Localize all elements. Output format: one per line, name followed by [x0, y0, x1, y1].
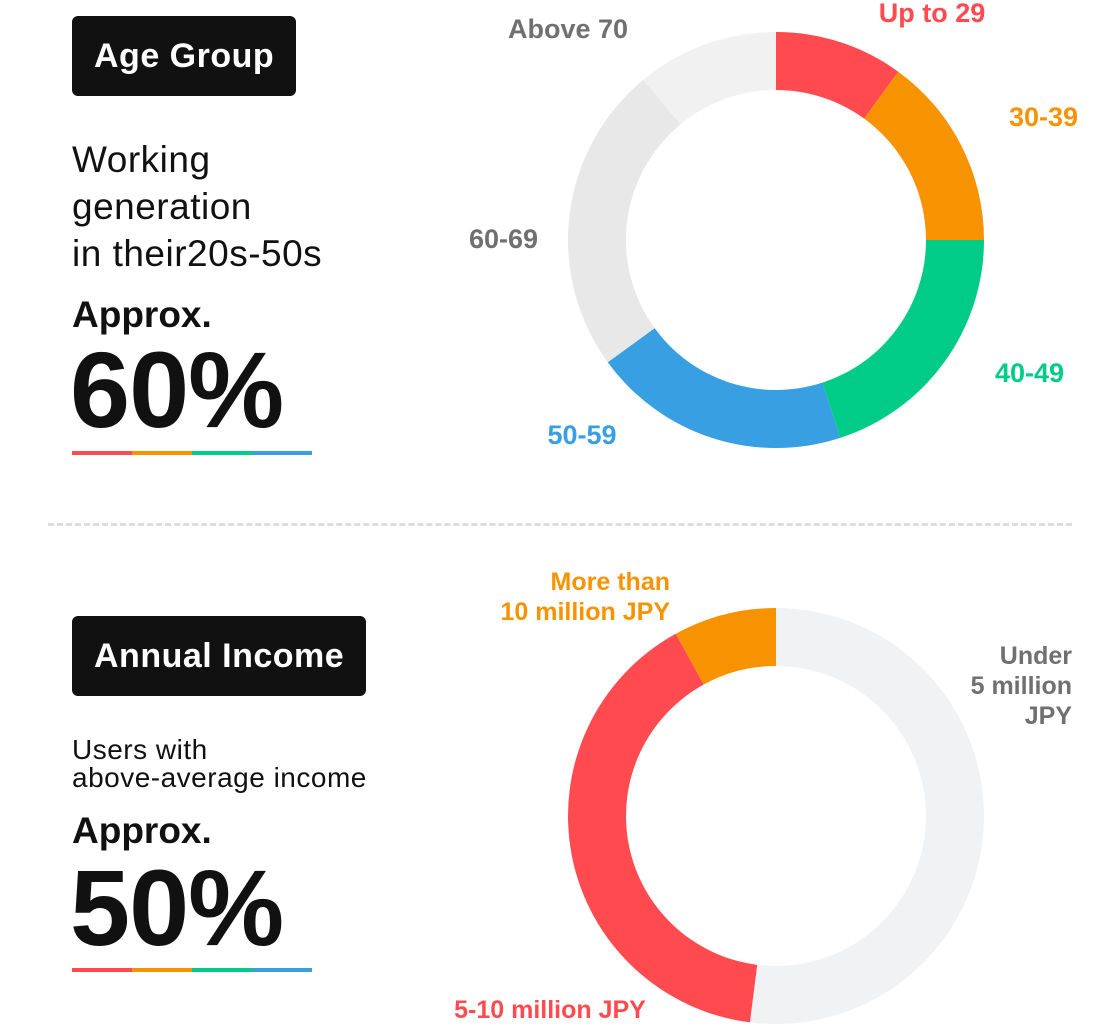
slice-label-30-39: 30-39 [1009, 102, 1078, 132]
slice-5-10-million-jpy [567, 633, 758, 1023]
underline-segment-red [72, 968, 132, 972]
underline-segment-blue [252, 968, 312, 972]
age-group-tag: Age Group [72, 16, 297, 96]
age-desc-line: in their20s-50s [72, 233, 323, 274]
underline-segment-red [72, 451, 132, 455]
age-desc-line: Working [72, 139, 211, 180]
slice-under-5-million-jpy [749, 608, 984, 1024]
income-percentage-underline [72, 968, 312, 972]
underline-segment-green [192, 451, 252, 455]
annual-income-tag: Annual Income [72, 616, 367, 696]
income-approx-label: Approx. [72, 810, 212, 851]
slice-more-than-10-million-jpy [675, 608, 776, 685]
age-percentage: 60% [70, 329, 284, 450]
slice-label-up-to-29: Up to 29 [879, 0, 986, 28]
income-desc-line: Users with [72, 734, 208, 765]
slice-up-to-29 [776, 32, 899, 119]
underline-segment-orange [132, 968, 192, 972]
slice-50-59 [607, 328, 841, 449]
slice-label-5-10-million-jpy: 5-10 million JPY [454, 996, 646, 1024]
slice-label-60-69: 60-69 [469, 224, 538, 254]
income-description: Users with above-average income [72, 736, 367, 792]
slice-label-more-than-10-million-jpy: More than 10 million JPY [500, 568, 670, 626]
slice-60-69 [568, 79, 681, 363]
age-group-donut-chart: Up to 29 30-39 40-49 50-59 60-69 Above 70 [469, 0, 1078, 450]
age-group-section: Age Group Working generation in their20s… [0, 0, 1120, 500]
annual-income-section: Annual Income Users with above-average i… [0, 540, 1120, 1024]
slice-40-49 [822, 240, 984, 438]
slice-above-70 [643, 32, 776, 125]
slice-label-50-59: 50-59 [547, 420, 616, 450]
slice-label-40-49: 40-49 [995, 358, 1064, 388]
income-desc-line: above-average income [72, 762, 367, 793]
underline-segment-blue [252, 451, 312, 455]
slice-label-under-5-million-jpy: Under 5 million JPY [971, 642, 1073, 730]
underline-segment-green [192, 968, 252, 972]
income-percentage: 50% [70, 847, 284, 968]
age-desc-line: generation [72, 186, 252, 227]
slice-30-39 [864, 71, 984, 241]
age-approx-label: Approx. [72, 294, 212, 335]
age-percentage-underline [72, 451, 312, 455]
section-divider [48, 523, 1072, 526]
underline-segment-orange [132, 451, 192, 455]
annual-income-donut-chart: Under 5 million JPY 5-10 million JPY More th… [454, 568, 1073, 1024]
age-group-description: Working generation in their20s-50s [72, 136, 322, 277]
slice-label-above-70: Above 70 [508, 14, 628, 44]
